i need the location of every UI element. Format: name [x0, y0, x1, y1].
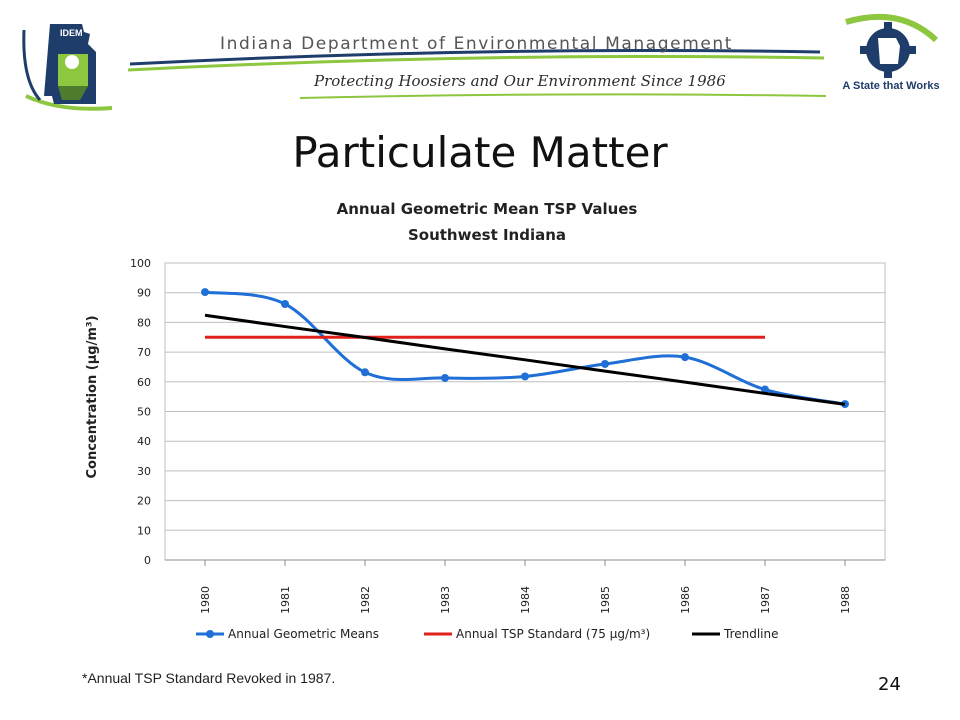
slide-title: Particulate Matter	[292, 128, 668, 177]
grid-lines	[165, 262, 885, 561]
state-that-works-logo-text: A State that Works	[842, 80, 940, 92]
y-tick-label: 20	[137, 495, 151, 508]
y-tick-label: 100	[130, 257, 151, 270]
x-tick-label: 1985	[599, 586, 612, 614]
data-point	[601, 359, 609, 368]
data-point	[681, 353, 689, 362]
chart-subtitle: Southwest Indiana	[408, 226, 566, 244]
x-tick-label: 1981	[279, 586, 292, 614]
y-tick-label: 50	[137, 406, 151, 419]
data-point	[281, 299, 289, 308]
legend-entry: Annual TSP Standard (75 µg/m³)	[456, 627, 650, 641]
tagline: Protecting Hoosiers and Our Environment …	[314, 72, 726, 90]
x-tick-label: 1986	[679, 586, 692, 614]
organization-name: Indiana Department of Environmental Mana…	[220, 34, 734, 54]
legend-entry: Annual Geometric Means	[228, 627, 379, 641]
chart-title: Annual Geometric Mean TSP Values	[337, 200, 638, 218]
page-number: 24	[878, 674, 901, 695]
data-point	[521, 372, 529, 381]
axis-labels: 0 10 20 30 40 50 60 70 80 90 100 1980 1981 1982 1983 19…	[130, 257, 852, 614]
legend: Annual Geometric Means Annual TSP Standar…	[196, 627, 779, 641]
y-tick-label: 70	[137, 346, 151, 359]
y-tick-label: 30	[137, 465, 151, 478]
data-point	[761, 385, 769, 394]
series-layer	[201, 288, 849, 409]
idem-logo-text: IDEM	[60, 28, 83, 38]
y-tick-label: 40	[137, 435, 151, 448]
y-tick-label: 80	[137, 316, 151, 329]
footnote: *Annual TSP Standard Revoked in 1987.	[82, 670, 336, 686]
x-tick-label: 1980	[199, 586, 212, 614]
banner-graphics	[22, 13, 939, 111]
x-tick-label: 1982	[359, 586, 372, 614]
data-point	[361, 368, 369, 377]
axes	[164, 262, 886, 566]
y-tick-label: 10	[137, 524, 151, 537]
legend-entry: Trendline	[723, 627, 779, 641]
x-tick-label: 1988	[839, 586, 852, 614]
y-tick-label: 0	[144, 554, 151, 567]
series-line-2	[204, 313, 846, 406]
x-tick-label: 1983	[439, 586, 452, 614]
x-tick-label: 1984	[519, 586, 532, 614]
legend-marker	[206, 630, 214, 638]
data-point	[201, 288, 209, 297]
y-axis-label: Concentration (µg/m³)	[85, 315, 100, 478]
header-banner: IDEM Indiana Department of Environmental…	[0, 0, 960, 115]
y-tick-label: 60	[137, 376, 151, 389]
gear-icon	[860, 22, 916, 78]
data-point	[441, 373, 449, 382]
x-tick-label: 1987	[759, 586, 772, 614]
y-tick-label: 90	[137, 287, 151, 300]
series-line-0	[204, 290, 846, 406]
